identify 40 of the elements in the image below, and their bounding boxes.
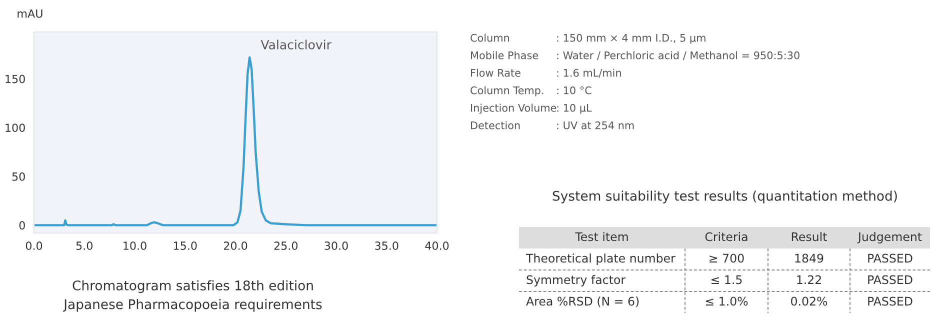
text: ≤ 1.5 (712, 275, 742, 284)
x-tick-label: 35.0 (375, 242, 398, 250)
text: 0.02% (791, 296, 828, 306)
x-tick-label: 0.0 (26, 242, 42, 250)
annotation: Valaciclovir (260, 40, 332, 50)
text: Test item (575, 232, 628, 242)
x-tick-label: 10.0 (124, 242, 146, 250)
text: 1849 (795, 254, 824, 263)
text: PASSED (868, 296, 912, 306)
y-tick-label: 50 (12, 172, 25, 181)
text: Criteria (705, 232, 748, 242)
text: Judgement (857, 232, 922, 244)
text: Detection: UV at 254 nm (471, 121, 634, 130)
x-tick-label: 5.0 (76, 242, 92, 250)
x-tick-label: 40.0 (425, 242, 449, 250)
text: Mobile Phase: Water / Perchloric acid / Methanol = 950:5:30 (471, 51, 800, 60)
y-tick-label: 150 (6, 74, 25, 84)
text: Flow Rate: 1.6 mL/min (471, 68, 621, 78)
text: Injection Volume: 10 µL (471, 104, 592, 114)
text: Area %RSD (N = 6) (526, 296, 639, 308)
text: Chromatogram satisfies 18th edition Japanese Pharmacopoeia requirements (62, 280, 322, 312)
text: System suitability test results (quantitation method) (552, 190, 897, 204)
text: Theoretical plate number (526, 254, 676, 265)
y-axis-title: mAU (18, 10, 42, 18)
text: PASSED (868, 275, 912, 284)
text: ≤ 1.0% (706, 296, 748, 306)
x-tick-label: 30.0 (324, 242, 348, 250)
text: Symmetry factor (526, 275, 626, 286)
text: Column: 150 mm × 4 mm I.D., 5 µm (470, 34, 706, 44)
line-series (34, 56, 437, 226)
x-tick-label: 20.0 (224, 242, 248, 250)
text: PASSED (868, 254, 912, 263)
x-tick-label: 15.0 (174, 242, 197, 250)
text: Column Temp.: 10 °C (470, 86, 592, 96)
y-tick-label: 100 (6, 124, 25, 132)
text: 1.22 (797, 275, 821, 284)
x-tick-label: 25.0 (274, 242, 298, 250)
y-tick-label: 0 (19, 221, 25, 230)
text: Result (792, 232, 827, 242)
text: ≥ 700 (710, 254, 744, 263)
